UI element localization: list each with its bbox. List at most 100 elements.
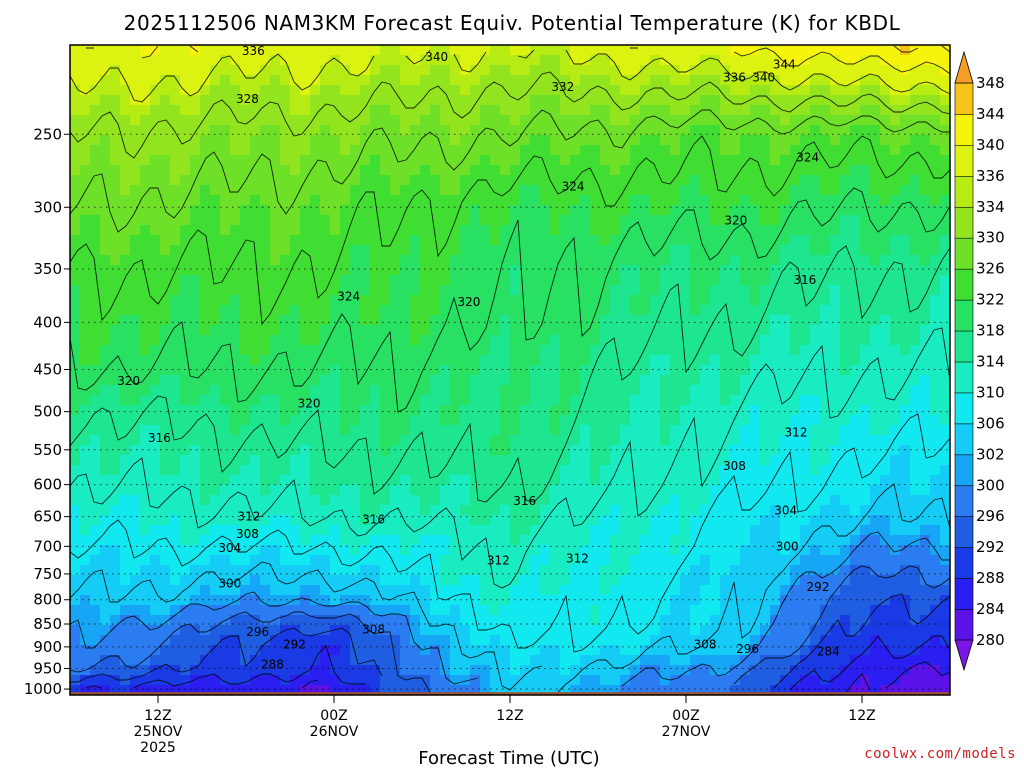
field-cell	[230, 445, 241, 456]
field-cell	[810, 615, 821, 626]
field-cell	[450, 205, 461, 216]
field-cell	[180, 685, 191, 695]
field-cell	[80, 225, 91, 236]
field-cell	[630, 75, 641, 86]
field-cell	[380, 185, 391, 196]
field-cell	[530, 155, 541, 166]
field-cell	[470, 515, 481, 526]
field-cell	[400, 655, 411, 666]
field-cell	[710, 515, 721, 526]
field-cell	[540, 365, 551, 376]
field-cell	[730, 75, 741, 86]
field-cell	[730, 345, 741, 356]
field-cell	[640, 585, 651, 596]
field-cell	[540, 245, 551, 256]
field-cell	[680, 55, 691, 66]
field-cell	[240, 465, 251, 476]
field-cell	[80, 145, 91, 156]
field-cell	[110, 255, 121, 266]
field-cell	[130, 525, 141, 536]
field-cell	[370, 105, 381, 116]
field-cell	[170, 595, 181, 606]
field-cell	[770, 685, 781, 695]
field-cell	[610, 575, 621, 586]
field-cell	[290, 555, 301, 566]
field-cell	[280, 425, 291, 436]
field-cell	[780, 405, 791, 416]
field-cell	[570, 505, 581, 516]
field-cell	[650, 145, 661, 156]
field-cell	[660, 65, 671, 76]
field-cell	[130, 575, 141, 586]
field-cell	[480, 555, 491, 566]
field-cell	[260, 55, 271, 66]
field-cell	[510, 375, 521, 386]
field-cell	[750, 385, 761, 396]
field-cell	[470, 455, 481, 466]
field-cell	[620, 265, 631, 276]
field-cell	[120, 335, 131, 346]
field-cell	[160, 65, 171, 76]
field-cell	[590, 665, 601, 676]
field-cell	[400, 555, 411, 566]
field-cell	[770, 515, 781, 526]
field-cell	[100, 195, 111, 206]
field-cell	[400, 435, 411, 446]
field-cell	[450, 395, 461, 406]
field-cell	[70, 325, 81, 336]
field-cell	[550, 215, 561, 226]
field-cell	[690, 575, 701, 586]
field-cell	[580, 295, 591, 306]
field-cell	[210, 145, 221, 156]
field-cell	[640, 475, 651, 486]
field-cell	[320, 195, 331, 206]
field-cell	[470, 285, 481, 296]
field-cell	[100, 285, 111, 296]
field-cell	[280, 355, 291, 366]
field-cell	[170, 555, 181, 566]
field-cell	[360, 275, 371, 286]
field-cell	[200, 355, 211, 366]
field-cell	[390, 635, 401, 646]
field-cell	[720, 315, 731, 326]
field-cell	[260, 495, 271, 506]
field-cell	[820, 355, 831, 366]
field-cell	[510, 505, 521, 516]
field-cell	[120, 375, 131, 386]
field-cell	[530, 365, 541, 376]
field-cell	[170, 235, 181, 246]
field-cell	[190, 55, 201, 66]
field-cell	[620, 495, 631, 506]
field-cell	[510, 615, 521, 626]
field-cell	[520, 115, 531, 126]
field-cell	[380, 565, 391, 576]
field-cell	[270, 355, 281, 366]
field-cell	[220, 315, 231, 326]
field-cell	[790, 375, 801, 386]
field-cell	[80, 185, 91, 196]
field-cell	[620, 575, 631, 586]
field-cell	[310, 645, 321, 656]
field-cell	[140, 355, 151, 366]
field-cell	[450, 305, 461, 316]
field-cell	[830, 105, 841, 116]
field-cell	[200, 515, 211, 526]
field-cell	[190, 445, 201, 456]
field-cell	[590, 355, 601, 366]
field-cell	[70, 485, 81, 496]
field-cell	[130, 245, 141, 256]
field-cell	[730, 375, 741, 386]
field-cell	[70, 235, 81, 246]
field-cell	[570, 595, 581, 606]
field-cell	[200, 395, 211, 406]
field-cell	[240, 625, 251, 636]
field-cell	[800, 545, 811, 556]
field-cell	[410, 405, 421, 416]
field-cell	[800, 375, 811, 386]
field-cell	[390, 75, 401, 86]
field-cell	[820, 615, 831, 626]
field-cell	[490, 165, 501, 176]
field-cell	[450, 475, 461, 486]
field-cell	[710, 345, 721, 356]
field-cell	[710, 665, 721, 676]
